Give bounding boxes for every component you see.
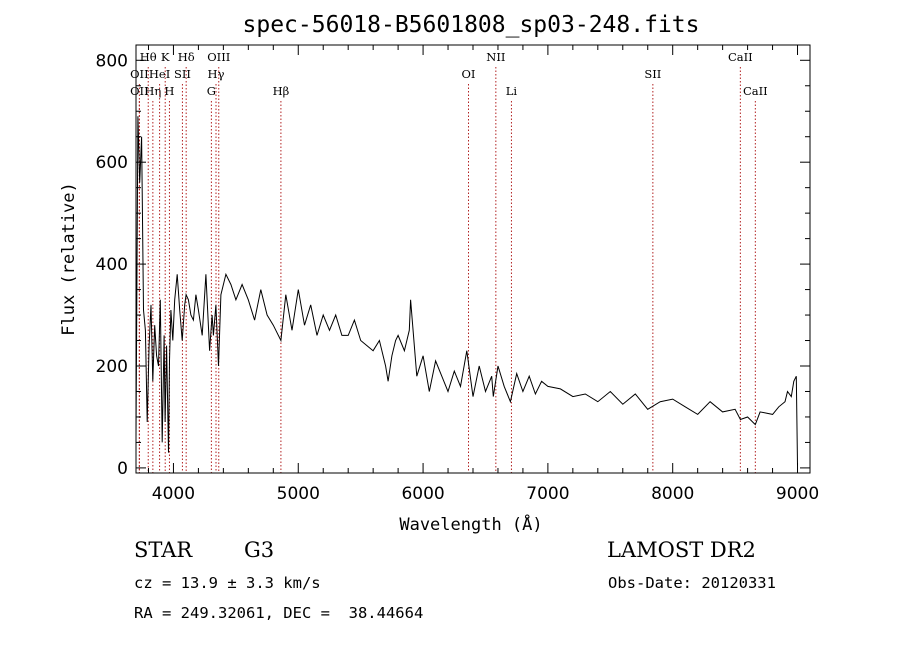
obs-date-text: Obs-Date: 20120331 (608, 574, 776, 592)
y-tick-label: 0 (117, 459, 128, 479)
line-marker-label: Hδ (178, 50, 195, 64)
x-tick-label: 6000 (401, 484, 444, 504)
axis-ticks: 4000 5000 6000 7000 8000 9000 0 200 400 600 800 (96, 45, 819, 504)
line-marker-label: CaII (743, 84, 768, 98)
x-tick-label: 5000 (277, 484, 320, 504)
line-marker-label: Hγ (208, 67, 225, 81)
line-marker-label: K (161, 50, 170, 64)
x-tick-label: 9000 (776, 484, 819, 504)
y-tick-label: 600 (96, 153, 128, 173)
line-marker-label: NII (486, 50, 505, 64)
x-axis-label: Wavelength (Å) (399, 513, 542, 535)
y-axis-label: Flux (relative) (59, 182, 79, 336)
line-marker-label: G (207, 84, 216, 98)
redshift-text: cz = 13.9 ± 3.3 km/s (134, 574, 321, 592)
survey-name: LAMOST DR2 (607, 538, 756, 562)
line-marker-label: H (164, 84, 174, 98)
x-tick-label: 4000 (152, 484, 195, 504)
line-marker-label: Hβ (273, 84, 290, 98)
object-subclass: G3 (244, 538, 275, 562)
line-markers: OIIHθOIIHηHeIKHSIIHδGHγOIIIHβOINIILiSIIC… (130, 50, 768, 473)
coordinates-text: RA = 249.32061, DEC = 38.44664 (134, 604, 424, 622)
y-tick-label: 400 (96, 255, 128, 275)
x-tick-label: 7000 (526, 484, 569, 504)
plot-frame (135, 44, 811, 474)
object-class: STAR (134, 538, 193, 562)
y-tick-label: 800 (96, 51, 128, 71)
line-marker-label: SII (644, 67, 661, 81)
spectrum-line (135, 116, 798, 466)
line-marker-label: OI (462, 67, 476, 81)
x-tick-label: 8000 (651, 484, 694, 504)
line-marker-label: Hθ (140, 50, 157, 64)
line-marker-label: HeI (149, 67, 170, 81)
line-marker-label: Hη (144, 84, 161, 98)
chart-title: spec-56018-B5601808_sp03-248.fits (243, 12, 700, 38)
line-marker-label: CaII (728, 50, 753, 64)
line-marker-label: SII (174, 67, 191, 81)
line-marker-label: Li (506, 84, 518, 98)
line-marker-label: OIII (207, 50, 230, 64)
y-tick-label: 200 (96, 357, 128, 377)
line-marker-label: OII (130, 67, 149, 81)
